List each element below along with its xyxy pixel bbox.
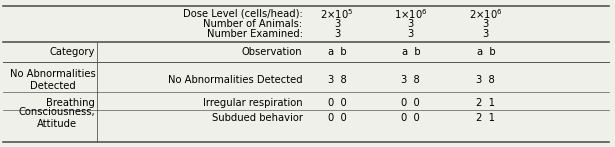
Text: Number of Animals:: Number of Animals:	[204, 19, 303, 29]
Text: 2  1: 2 1	[477, 113, 495, 123]
Text: Breathing: Breathing	[47, 98, 95, 108]
Text: 3: 3	[483, 29, 489, 39]
Text: Subdued behavior: Subdued behavior	[212, 113, 303, 123]
Text: Irregular respiration: Irregular respiration	[203, 98, 303, 108]
Text: $2{\times}10^6$: $2{\times}10^6$	[469, 7, 502, 21]
Text: 0  0: 0 0	[328, 113, 346, 123]
Text: $2{\times}10^5$: $2{\times}10^5$	[320, 7, 354, 21]
Text: 3: 3	[483, 19, 489, 29]
Text: Number Examined:: Number Examined:	[207, 29, 303, 39]
Text: 3  8: 3 8	[402, 75, 420, 85]
Text: 0  0: 0 0	[328, 98, 346, 108]
Text: Observation: Observation	[242, 47, 303, 57]
Text: 3  8: 3 8	[477, 75, 495, 85]
Text: 3  8: 3 8	[328, 75, 346, 85]
Text: 3: 3	[408, 19, 414, 29]
Text: a  b: a b	[328, 47, 346, 57]
Text: 3: 3	[408, 29, 414, 39]
Text: 0  0: 0 0	[402, 113, 420, 123]
Text: No Abnormalities
Detected: No Abnormalities Detected	[10, 69, 95, 91]
Text: 0  0: 0 0	[402, 98, 420, 108]
Text: 2  1: 2 1	[477, 98, 495, 108]
Text: a  b: a b	[402, 47, 420, 57]
Text: a  b: a b	[477, 47, 495, 57]
Text: $1{\times}10^6$: $1{\times}10^6$	[394, 7, 427, 21]
Text: No Abnormalities Detected: No Abnormalities Detected	[168, 75, 303, 85]
Text: Category: Category	[50, 47, 95, 57]
Text: Dose Level (cells/head):: Dose Level (cells/head):	[183, 9, 303, 19]
Text: 3: 3	[334, 29, 340, 39]
Text: Consciousness,
Attitude: Consciousness, Attitude	[18, 107, 95, 129]
Text: 3: 3	[334, 19, 340, 29]
